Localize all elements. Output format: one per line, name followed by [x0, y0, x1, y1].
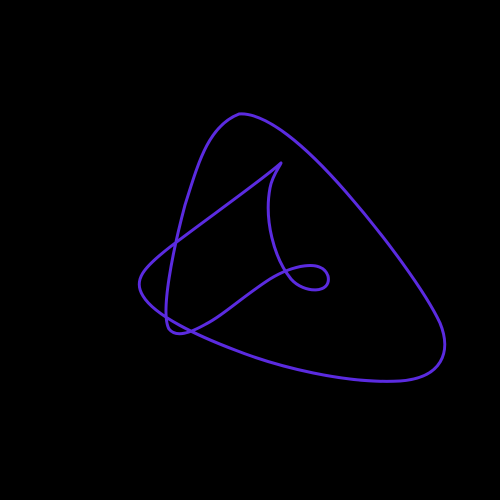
closed-loop-curve	[137, 112, 447, 383]
